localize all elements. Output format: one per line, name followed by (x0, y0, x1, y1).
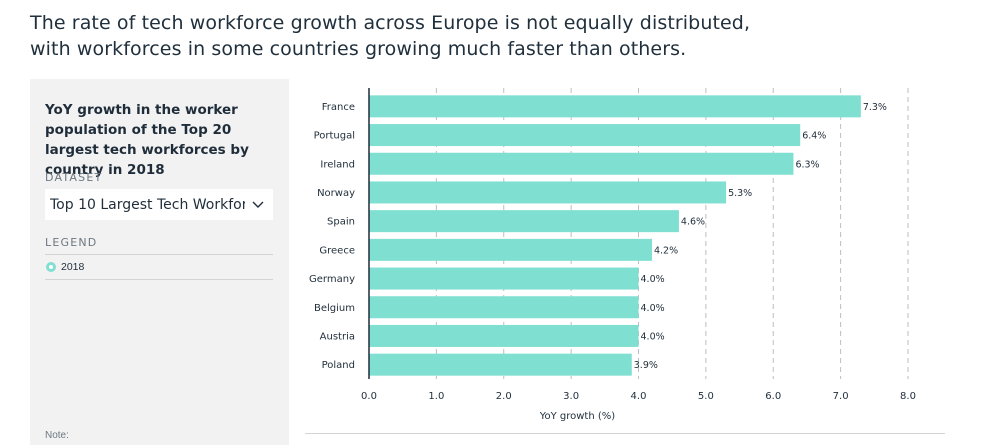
bar (369, 353, 632, 376)
data-label: 4.2% (654, 245, 678, 256)
bar (369, 324, 639, 347)
dataset-dropdown[interactable]: Top 10 Largest Tech Workforces (45, 189, 273, 220)
bar (369, 267, 639, 290)
category-label: Greece (319, 245, 355, 256)
data-label: 4.6% (681, 217, 705, 228)
control-panel: YoY growth in the worker population of t… (30, 79, 289, 445)
legend-label: LEGEND (45, 236, 98, 249)
x-tick-label: 0.0 (361, 391, 377, 402)
data-label: 6.3% (795, 159, 819, 170)
category-label: France (322, 102, 355, 113)
dataset-value: Top 10 Largest Tech Workforces (50, 196, 245, 213)
bar (369, 152, 794, 175)
data-label: 6.4% (802, 131, 826, 142)
x-tick-label: 7.0 (833, 391, 849, 402)
data-label: 5.3% (728, 188, 752, 199)
note-label: Note: (45, 430, 69, 441)
bar (369, 124, 801, 147)
x-tick-label: 1.0 (428, 391, 444, 402)
x-axis-label: YoY growth (%) (539, 411, 616, 422)
category-label: Austria (320, 331, 355, 342)
category-label: Norway (317, 188, 355, 199)
x-tick-label: 6.0 (765, 391, 781, 402)
bar-chart: 0.0 1.0 2.0 3.0 4.0 5.0 6.0 7.0 8.0 France 7.3% Por… (309, 88, 916, 422)
headline: The rate of tech workforce growth across… (30, 12, 751, 60)
bar (369, 238, 652, 261)
bar (369, 95, 861, 118)
x-tick-label: 3.0 (563, 391, 579, 402)
category-label: Portugal (314, 131, 355, 142)
category-label: Belgium (314, 303, 355, 314)
category-label: Poland (322, 360, 355, 371)
legend-item-label: 2018 (61, 261, 85, 273)
data-label: 4.0% (641, 274, 665, 285)
category-label: Ireland (320, 159, 355, 170)
x-tick-label: 5.0 (698, 391, 714, 402)
data-label: 4.0% (641, 303, 665, 314)
data-label: 4.0% (641, 331, 665, 342)
legend-item[interactable]: 2018 (45, 254, 273, 280)
legend-swatch-icon (46, 262, 56, 272)
x-tick-label: 4.0 (631, 391, 647, 402)
x-tick-label: 8.0 (900, 391, 916, 402)
data-label: 7.3% (863, 102, 887, 113)
bar (369, 181, 727, 204)
footer-divider (305, 433, 945, 434)
chevron-down-icon (252, 201, 264, 208)
x-tick-label: 2.0 (496, 391, 512, 402)
data-label: 3.9% (634, 360, 658, 371)
category-label: Germany (309, 274, 355, 285)
bar (369, 296, 639, 319)
panel-title: YoY growth in the worker population of t… (45, 102, 249, 178)
bar (369, 210, 679, 233)
category-label: Spain (327, 217, 355, 228)
dataset-label: DATASET (45, 171, 103, 184)
